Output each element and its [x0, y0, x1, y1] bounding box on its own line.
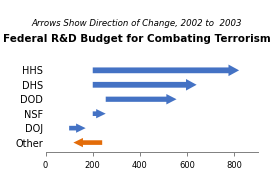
- Polygon shape: [73, 138, 102, 147]
- Polygon shape: [93, 109, 106, 118]
- Polygon shape: [93, 65, 239, 76]
- Text: Arrows Show Direction of Change, 2002 to  2003: Arrows Show Direction of Change, 2002 to…: [31, 19, 242, 28]
- Polygon shape: [69, 124, 86, 133]
- Polygon shape: [106, 94, 177, 105]
- Polygon shape: [93, 79, 197, 91]
- Title: Federal R&D Budget for Combating Terrorism ($M): Federal R&D Budget for Combating Terrori…: [2, 33, 273, 43]
